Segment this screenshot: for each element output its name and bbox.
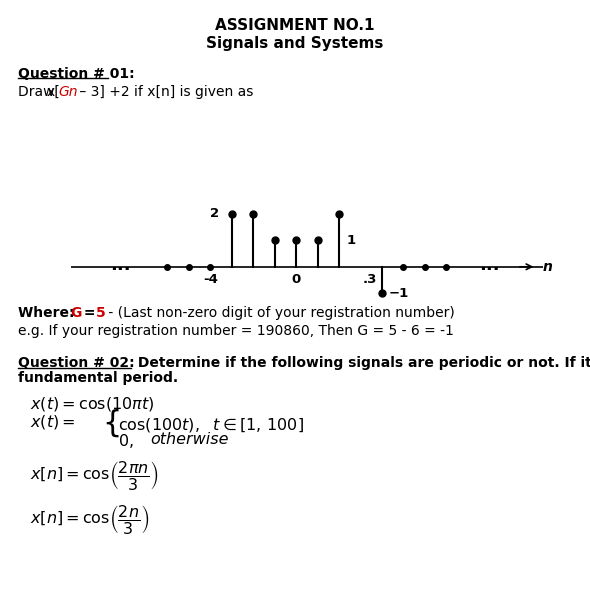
Text: ASSIGNMENT NO.1: ASSIGNMENT NO.1 (215, 18, 375, 33)
Text: $x(t) = $: $x(t) = $ (30, 413, 76, 431)
Text: Gn: Gn (58, 85, 77, 99)
Text: 2: 2 (209, 207, 219, 220)
Text: {: { (102, 409, 122, 438)
Text: Determine if the following signals are periodic or not. If it is periodic, compu: Determine if the following signals are p… (133, 356, 590, 370)
Text: .3: .3 (363, 273, 377, 286)
Text: 5: 5 (96, 306, 106, 320)
Text: Question # 01:: Question # 01: (18, 67, 135, 81)
Text: - (Last non-zero digit of your registration number): - (Last non-zero digit of your registrat… (104, 306, 455, 320)
Text: ...: ... (110, 256, 130, 275)
Text: – 3] +2 if x[n] is given as: – 3] +2 if x[n] is given as (75, 85, 253, 99)
Text: $x(t) = \cos(10\pi t)$: $x(t) = \cos(10\pi t)$ (30, 395, 155, 413)
Text: G: G (70, 306, 81, 320)
Text: Where:: Where: (18, 306, 80, 320)
Text: =: = (79, 306, 100, 320)
Text: Question # 02:: Question # 02: (18, 356, 135, 370)
Text: $0,$: $0,$ (118, 432, 134, 450)
Text: −1: −1 (388, 287, 409, 300)
Text: $\cos(100t),\ \ t \in [1,\,100]$: $\cos(100t),\ \ t \in [1,\,100]$ (118, 416, 304, 434)
Text: otherwise: otherwise (150, 432, 228, 447)
Text: ...: ... (479, 256, 500, 275)
Text: $x[n] = \cos\!\left(\dfrac{2\pi n}{3}\right)$: $x[n] = \cos\!\left(\dfrac{2\pi n}{3}\ri… (30, 459, 159, 492)
Text: -4: -4 (203, 273, 218, 286)
Text: Signals and Systems: Signals and Systems (206, 36, 384, 51)
Text: 1: 1 (346, 234, 356, 247)
Text: x[: x[ (47, 85, 61, 99)
Text: e.g. If your registration number = 190860, Then G = 5 - 6 = -1: e.g. If your registration number = 19086… (18, 324, 454, 338)
Text: $x[n] = \cos\!\left(\dfrac{2n}{3}\right)$: $x[n] = \cos\!\left(\dfrac{2n}{3}\right)… (30, 503, 149, 536)
Text: fundamental period.: fundamental period. (18, 371, 178, 385)
Text: Draw: Draw (18, 85, 59, 99)
Text: 0: 0 (291, 273, 301, 286)
Text: n: n (543, 260, 553, 274)
